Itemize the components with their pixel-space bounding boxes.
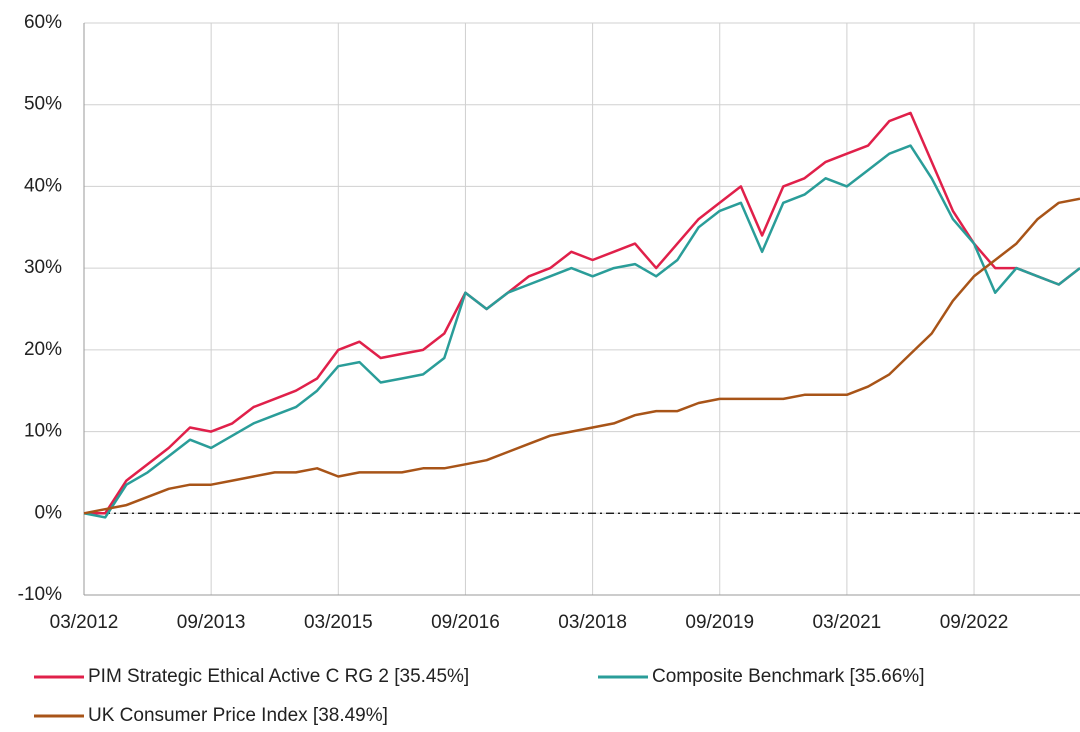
y-tick-label: 50% — [24, 94, 62, 115]
legend-label: UK Consumer Price Index [38.49%] — [88, 705, 388, 726]
series-line — [84, 111, 1080, 515]
series-line — [83, 197, 1080, 515]
y-tick-label: 40% — [24, 175, 62, 196]
legend: PIM Strategic Ethical Active C RG 2 [35.… — [34, 666, 924, 726]
y-tick-label: 0% — [35, 502, 63, 523]
x-tick-label: 09/2016 — [431, 612, 500, 633]
x-tick-label: 09/2013 — [177, 612, 246, 633]
y-tick-label: 30% — [24, 257, 62, 278]
y-tick-label: 10% — [24, 421, 62, 442]
legend-label: Composite Benchmark [35.66%] — [652, 666, 924, 687]
y-tick-label: -10% — [18, 584, 62, 605]
y-tick-label: 20% — [24, 339, 62, 360]
x-tick-label: 03/2021 — [813, 612, 882, 633]
x-tick-label: 09/2022 — [940, 612, 1009, 633]
y-tick-label: 60% — [24, 12, 62, 33]
x-tick-label: 09/2019 — [685, 612, 754, 633]
x-tick-label: 03/2015 — [304, 612, 373, 633]
series-line — [83, 144, 1080, 519]
x-tick-label: 03/2018 — [558, 612, 627, 633]
legend-label: PIM Strategic Ethical Active C RG 2 [35.… — [88, 666, 469, 687]
x-tick-label: 03/2012 — [50, 612, 119, 633]
